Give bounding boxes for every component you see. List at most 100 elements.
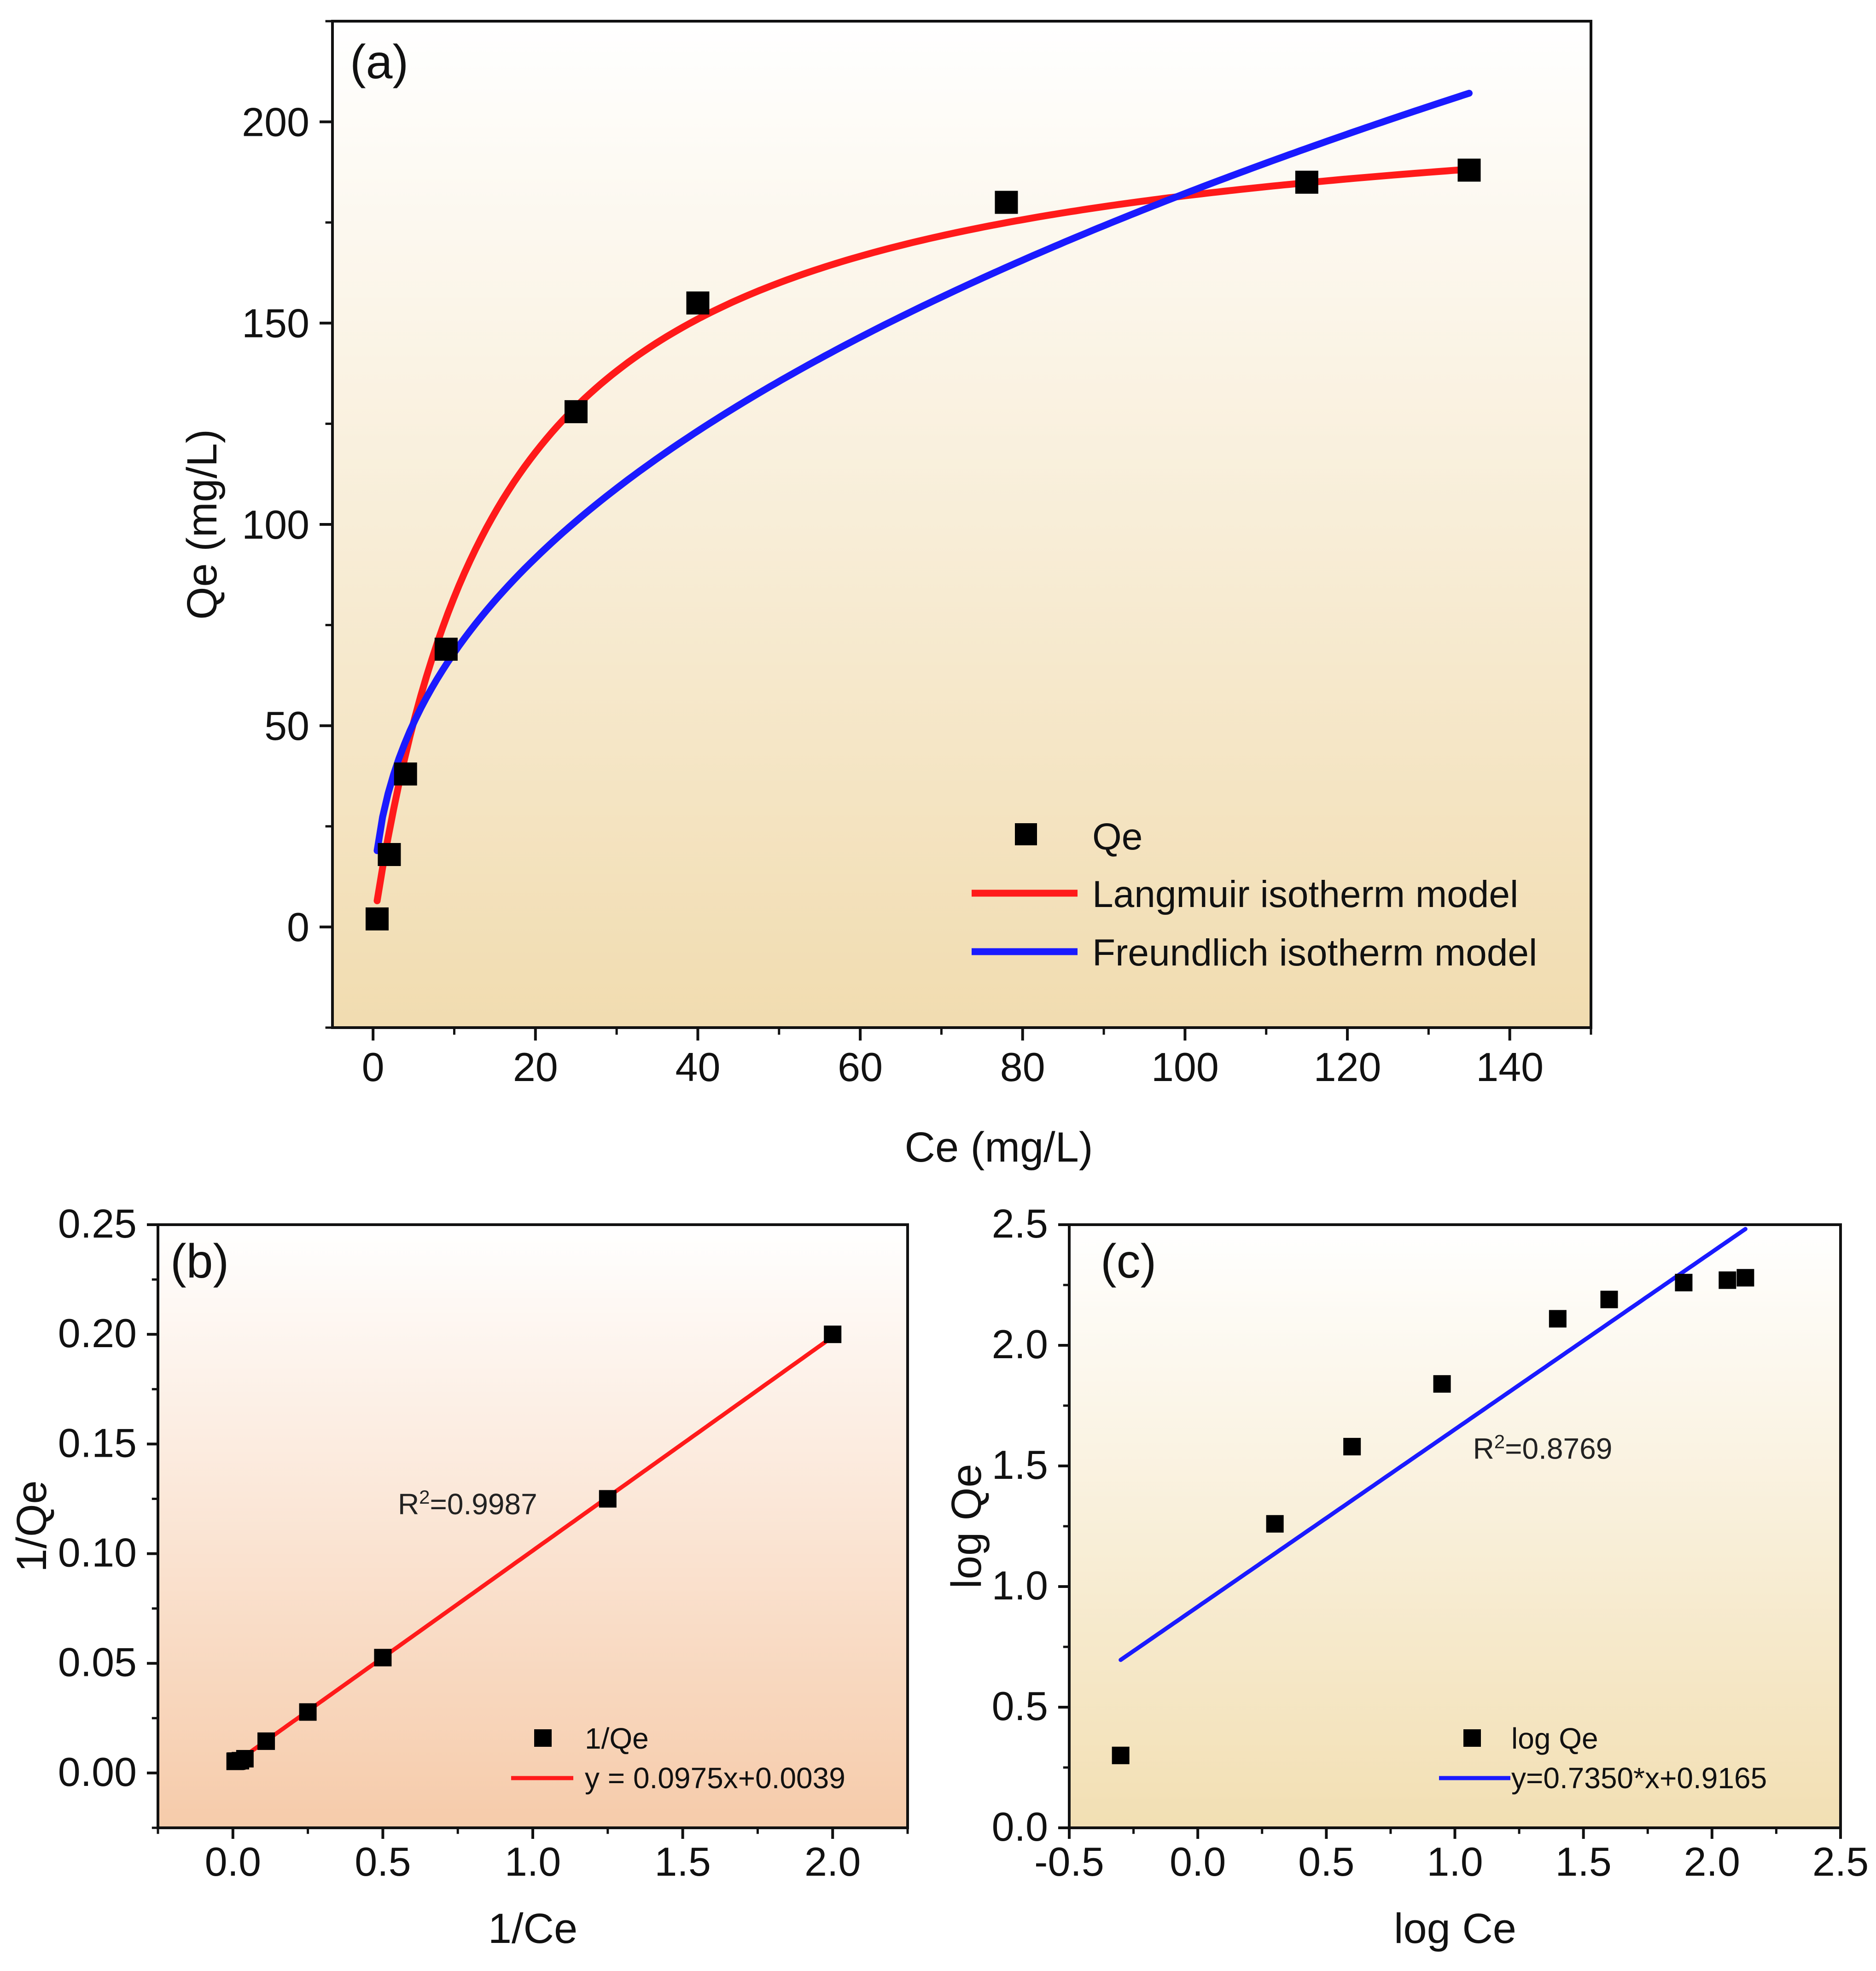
legend-label-freundlich-fit: y=0.7350*x+0.9165	[1511, 1762, 1767, 1795]
data-point	[1675, 1273, 1693, 1291]
panel-c-y-ticks: 0.0 0.5 1.0 1.5 2.0 2.5	[992, 1201, 1069, 1849]
series-line-y-0-7350-x-0-9165	[1119, 1227, 1748, 1662]
data-point	[599, 1490, 617, 1508]
data-point	[1112, 1746, 1130, 1764]
panel-b-legend: 1/Qe y = 0.0975x+0.0039	[511, 1722, 845, 1795]
panel-c-label: (c)	[1101, 1235, 1156, 1288]
data-point	[564, 400, 588, 424]
panel-c-x-axis-title: log Ce	[1394, 1905, 1516, 1952]
x-tick-label: 2.5	[1812, 1839, 1869, 1884]
x-tick-label: 1.5	[654, 1839, 711, 1884]
data-point	[378, 843, 401, 866]
series-line-y-0-0975x-0-0039	[231, 1334, 835, 1767]
y-tick-label: 0.0	[992, 1804, 1048, 1849]
panel-a-y-axis-title: Qe (mg/L)	[179, 429, 226, 620]
panel-a-series	[365, 90, 1481, 930]
x-tick-label: 0.0	[1170, 1839, 1226, 1884]
x-tick-label: 0.5	[355, 1839, 411, 1884]
x-tick-label: 40	[676, 1044, 721, 1090]
legend-label-langmuir: Langmuir isotherm model	[1092, 873, 1518, 915]
legend-label-langmuir-fit: y = 0.0975x+0.0039	[585, 1762, 845, 1795]
x-tick-label: 2.0	[804, 1839, 861, 1884]
data-point	[1433, 1375, 1451, 1393]
y-tick-label: 100	[242, 502, 309, 547]
panel-c-freundlich-linear-plot: (c) log Ce log Qe -0.5 0.0 0.5 1.0 1.5 2.0 2.5…	[943, 1201, 1869, 1952]
series-line-freundlich-isotherm-model	[373, 90, 1473, 855]
r2-superscript: 2	[1494, 1430, 1505, 1452]
panel-c-plot-area	[1068, 1223, 1842, 1829]
data-point	[1719, 1271, 1736, 1289]
y-tick-label: 2.5	[992, 1201, 1048, 1246]
panel-a-plot-area	[331, 20, 1592, 1029]
x-tick-label: -0.5	[1034, 1839, 1104, 1884]
panel-c-y-axis-title: log Qe	[943, 1464, 990, 1588]
legend-marker-qe	[1015, 823, 1037, 845]
data-point	[1266, 1515, 1284, 1533]
panel-b-series	[226, 1326, 842, 1770]
x-tick-label: 1.5	[1555, 1839, 1611, 1884]
x-tick-label: 140	[1476, 1044, 1544, 1090]
data-point	[1343, 1438, 1361, 1456]
legend-marker-inv-qe	[534, 1729, 552, 1747]
y-tick-label: 0.10	[58, 1530, 137, 1576]
r2-superscript: 2	[419, 1486, 430, 1507]
panel-b-x-ticks: 0.0 0.5 1.0 1.5 2.0	[157, 1828, 909, 1884]
legend-label-qe: Qe	[1092, 816, 1142, 858]
panel-b-langmuir-linear-plot: (b) 1/Ce 1/Qe 0.0 0.5 1.0 1.5 2.0 0.00 0.05 0.…	[8, 1201, 909, 1952]
data-point	[686, 291, 710, 315]
panel-a-x-ticks: 0 20 40 60 80 100 120 140	[362, 1028, 1592, 1090]
panel-a-x-axis-title: Ce (mg/L)	[905, 1124, 1093, 1171]
x-tick-label: 120	[1314, 1044, 1381, 1090]
data-point	[995, 191, 1018, 214]
data-point	[236, 1750, 254, 1768]
r2-prefix: R	[398, 1488, 419, 1521]
x-tick-label: 1.0	[505, 1839, 561, 1884]
panel-b-y-axis-title: 1/Qe	[8, 1480, 55, 1572]
data-point	[394, 762, 417, 786]
legend-label-freundlich: Freundlich isotherm model	[1092, 932, 1537, 974]
legend-marker-log-qe	[1463, 1729, 1481, 1747]
data-point	[1600, 1291, 1618, 1308]
series-line-langmuir-isotherm-model	[373, 166, 1473, 904]
panel-a-legend: Qe Langmuir isotherm model Freundlich is…	[972, 816, 1537, 974]
panel-a-label: (a)	[350, 35, 408, 89]
panel-c-r-squared: R2=0.8769	[1473, 1430, 1613, 1465]
legend-label-log-qe: log Qe	[1511, 1722, 1598, 1755]
data-point	[374, 1649, 392, 1667]
data-point	[434, 638, 458, 661]
y-tick-label: 2.0	[992, 1321, 1048, 1367]
y-tick-label: 1.5	[992, 1442, 1048, 1488]
x-tick-label: 100	[1151, 1044, 1219, 1090]
panel-c-series	[1112, 1227, 1754, 1764]
x-tick-label: 0.5	[1298, 1839, 1354, 1884]
y-tick-label: 50	[264, 703, 309, 749]
x-tick-label: 0.0	[205, 1839, 261, 1884]
x-tick-label: 1.0	[1427, 1839, 1483, 1884]
y-tick-label: 1.0	[992, 1563, 1048, 1608]
x-tick-label: 80	[1000, 1044, 1045, 1090]
y-tick-label: 0.00	[58, 1749, 137, 1795]
data-point	[1549, 1310, 1567, 1328]
data-point	[824, 1326, 842, 1343]
y-tick-label: 0.05	[58, 1640, 137, 1685]
panel-c-x-ticks: -0.5 0.0 0.5 1.0 1.5 2.0 2.5	[1034, 1828, 1869, 1884]
y-tick-label: 200	[242, 99, 309, 145]
data-point	[365, 907, 389, 930]
x-tick-label: 20	[513, 1044, 558, 1090]
panel-a-y-ticks: 0 50 100 150 200	[242, 20, 332, 1029]
y-tick-label: 150	[242, 301, 309, 346]
panel-b-y-ticks: 0.00 0.05 0.10 0.15 0.20 0.25	[58, 1201, 158, 1829]
panel-b-r-squared: R2=0.9987	[398, 1486, 537, 1521]
y-tick-label: 0.5	[992, 1683, 1048, 1729]
panel-a-isotherm-plot: (a) Ce (mg/L) Qe (mg/L) 0 20 40 60 80 100 120 1…	[179, 20, 1592, 1171]
panel-c-legend: log Qe y=0.7350*x+0.9165	[1439, 1722, 1767, 1795]
data-point	[1457, 158, 1481, 182]
panel-b-x-axis-title: 1/Ce	[488, 1905, 577, 1952]
r2-value: =0.8769	[1505, 1432, 1612, 1465]
r2-prefix: R	[1473, 1432, 1494, 1465]
r2-value: =0.9987	[430, 1488, 537, 1521]
y-tick-label: 0.15	[58, 1420, 137, 1465]
panel-b-label: (b)	[170, 1235, 229, 1288]
y-tick-label: 0.25	[58, 1201, 137, 1246]
